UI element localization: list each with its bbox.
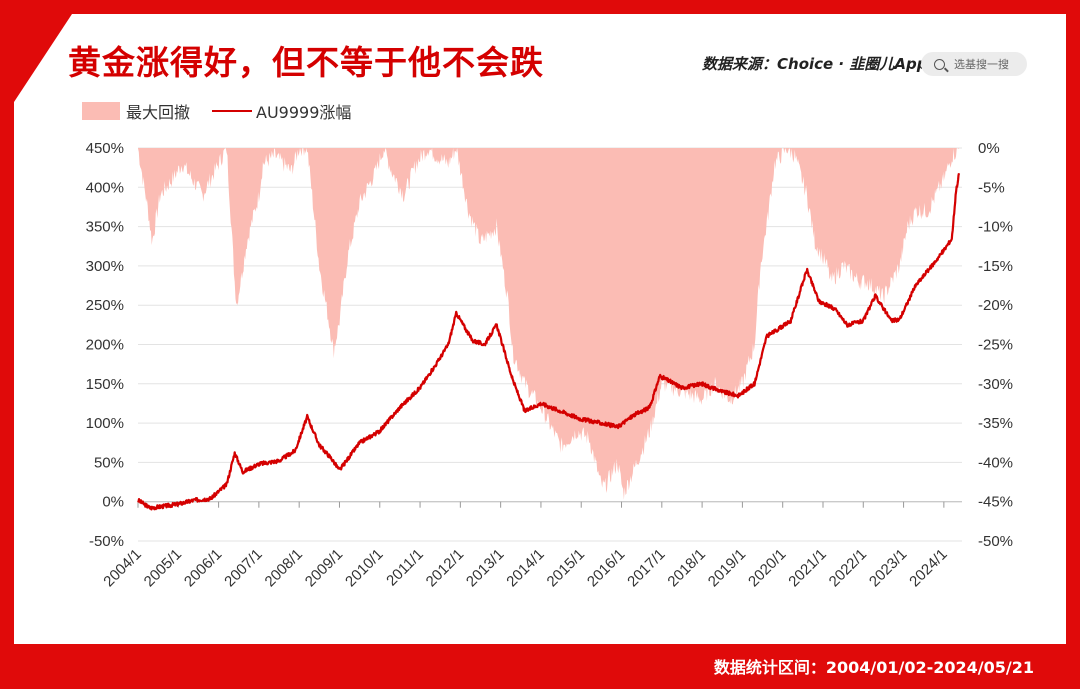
x-tick-label: 2022/1	[826, 546, 870, 590]
y-right-tick-label: -45%	[978, 494, 1013, 511]
y-left-tick-label: 400%	[86, 179, 124, 196]
search-input[interactable]: 选基搜一搜	[921, 52, 1027, 76]
data-source-label: 数据来源：Choice · 韭圈儿App	[702, 55, 928, 73]
drawdown-area	[138, 148, 960, 500]
x-tick-label: 2010/1	[342, 546, 386, 590]
x-tick-label: 2012/1	[423, 546, 467, 590]
x-tick-label: 2008/1	[262, 546, 306, 590]
y-left-tick-label: -50%	[89, 533, 124, 550]
y-left-tick-label: 200%	[86, 337, 124, 354]
page-title: 黄金涨得好，但不等于他不会跌	[68, 43, 544, 82]
data-range-footer: 数据统计区间：2004/01/02-2024/05/21	[713, 658, 1034, 677]
y-left-tick-label: 300%	[86, 258, 124, 275]
x-tick-label: 2007/1	[221, 546, 265, 590]
corner-accent	[14, 14, 72, 102]
y-left-tick-label: 250%	[86, 297, 124, 314]
search-placeholder: 选基搜一搜	[954, 58, 1009, 71]
y-left-tick-label: 150%	[86, 376, 124, 393]
y-right-tick-label: -30%	[978, 376, 1013, 393]
y-right-tick-label: -10%	[978, 219, 1013, 236]
x-tick-label: 2006/1	[181, 546, 225, 590]
legend-line-swatch	[212, 109, 253, 113]
x-tick-label: 2023/1	[866, 546, 910, 590]
y-right-tick-label: -15%	[978, 258, 1013, 275]
x-tick-label: 2013/1	[463, 546, 507, 590]
y-left-tick-label: 100%	[86, 415, 124, 432]
y-left-tick-label: 350%	[86, 219, 124, 236]
x-tick-label: 2004/1	[100, 546, 144, 590]
chart-legend: 最大回撤 AU9999涨幅	[82, 99, 351, 123]
search-icon	[934, 58, 945, 70]
y-left-tick-label: 450%	[86, 140, 124, 157]
x-tick-label: 2017/1	[624, 546, 668, 590]
y-left-tick-label: 50%	[94, 454, 124, 471]
y-right-tick-label: -5%	[978, 179, 1005, 196]
y-right-tick-label: 0%	[978, 140, 1000, 157]
x-tick-label: 2024/1	[906, 546, 950, 590]
y-right-tick-label: -40%	[978, 454, 1013, 471]
y-right-tick-label: -20%	[978, 297, 1013, 314]
au9999-line	[137, 172, 961, 511]
x-tick-label: 2014/1	[503, 546, 547, 590]
x-tick-label: 2021/1	[785, 546, 829, 590]
x-tick-label: 2019/1	[705, 546, 749, 590]
legend-gold-label: AU9999涨幅	[256, 103, 352, 122]
y-right-tick-label: -35%	[978, 415, 1013, 432]
y-left-tick-label: 0%	[102, 494, 124, 511]
x-tick-label: 2016/1	[584, 546, 628, 590]
x-tick-label: 2009/1	[302, 546, 346, 590]
y-right-tick-label: -50%	[978, 533, 1013, 550]
x-tick-label: 2020/1	[745, 546, 789, 590]
y-right-tick-label: -25%	[978, 337, 1013, 354]
legend-area-swatch	[82, 102, 120, 120]
x-tick-label: 2015/1	[544, 546, 588, 590]
legend-drawdown-label: 最大回撤	[126, 103, 191, 122]
x-tick-label: 2011/1	[383, 546, 427, 590]
x-tick-label: 2005/1	[141, 546, 185, 590]
x-tick-label: 2018/1	[664, 546, 708, 590]
